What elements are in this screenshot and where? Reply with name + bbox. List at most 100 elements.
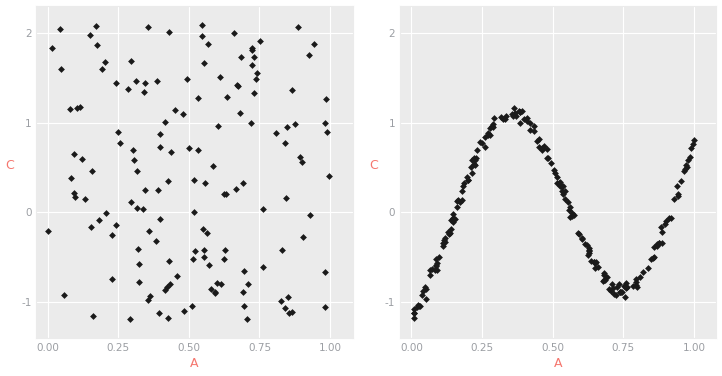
Point xyxy=(165,281,176,287)
Point xyxy=(536,147,547,153)
Point xyxy=(542,155,554,161)
Point xyxy=(130,77,142,83)
Point xyxy=(614,289,626,295)
Point xyxy=(447,215,458,221)
Point xyxy=(152,187,164,193)
Point xyxy=(430,256,442,262)
Point xyxy=(155,216,166,222)
Point xyxy=(581,243,593,249)
Point xyxy=(488,115,500,121)
Point xyxy=(215,281,227,287)
Point xyxy=(153,310,165,316)
Point xyxy=(205,286,217,292)
Point xyxy=(155,144,166,150)
Point xyxy=(606,281,618,287)
Point xyxy=(671,183,683,189)
Point xyxy=(554,182,565,188)
Point xyxy=(308,41,320,47)
Point xyxy=(201,230,213,237)
Point xyxy=(181,76,193,82)
Point xyxy=(412,304,423,310)
Point xyxy=(234,110,245,116)
Point xyxy=(666,215,677,221)
Point xyxy=(430,262,442,268)
Point xyxy=(679,168,690,174)
Point xyxy=(90,23,102,29)
Point xyxy=(408,306,419,312)
Point xyxy=(687,141,699,147)
Point xyxy=(54,26,66,32)
Point xyxy=(276,247,287,253)
Point xyxy=(258,264,269,270)
Point xyxy=(220,191,232,197)
Point xyxy=(417,292,428,298)
Point xyxy=(529,128,540,134)
Point xyxy=(476,140,487,146)
Point xyxy=(161,284,173,290)
Point xyxy=(588,259,600,265)
Point xyxy=(232,83,244,89)
Point xyxy=(583,247,595,253)
Point xyxy=(514,109,526,115)
Point xyxy=(643,265,654,271)
Point xyxy=(133,279,144,285)
Point xyxy=(229,30,240,36)
Point xyxy=(152,77,163,83)
Point xyxy=(682,157,694,163)
Point xyxy=(671,191,683,197)
Point xyxy=(238,180,249,186)
Point xyxy=(566,212,578,218)
Point xyxy=(552,174,563,180)
Point xyxy=(630,279,641,285)
Point xyxy=(139,187,150,193)
Point xyxy=(675,178,687,184)
Point xyxy=(319,120,331,126)
Point xyxy=(573,231,585,237)
Point xyxy=(131,168,143,174)
Point xyxy=(469,155,480,161)
Point xyxy=(533,136,544,143)
Point xyxy=(251,76,262,82)
Point xyxy=(598,272,609,278)
Point xyxy=(619,284,630,290)
Point xyxy=(126,58,137,64)
Point xyxy=(651,241,663,247)
Point xyxy=(171,273,183,279)
Point xyxy=(557,191,569,197)
Point xyxy=(110,80,121,86)
Point xyxy=(162,315,174,321)
Point xyxy=(458,180,470,186)
Point xyxy=(630,276,642,282)
Point xyxy=(245,120,256,126)
Point xyxy=(76,156,87,162)
Point xyxy=(658,221,670,227)
Point xyxy=(538,143,549,149)
Point xyxy=(590,259,601,265)
Point xyxy=(425,272,436,278)
Point xyxy=(196,33,208,39)
Point xyxy=(531,138,543,144)
Point xyxy=(583,252,594,258)
Point xyxy=(235,54,247,60)
Point xyxy=(513,108,525,114)
Point xyxy=(183,145,195,151)
Point xyxy=(69,194,80,200)
Point xyxy=(664,215,675,221)
Point xyxy=(588,259,599,265)
Point xyxy=(408,315,419,321)
Point xyxy=(150,238,162,244)
Point xyxy=(425,267,436,273)
Point xyxy=(681,162,692,168)
Point xyxy=(420,286,432,292)
Point xyxy=(87,168,98,174)
Point xyxy=(685,146,697,152)
Point xyxy=(238,303,250,309)
Point xyxy=(621,284,632,290)
Point xyxy=(688,137,700,143)
Point xyxy=(142,297,154,303)
Point xyxy=(579,241,591,247)
Point xyxy=(621,280,632,286)
Point xyxy=(471,155,482,161)
Point xyxy=(209,290,221,296)
Point xyxy=(123,86,134,92)
